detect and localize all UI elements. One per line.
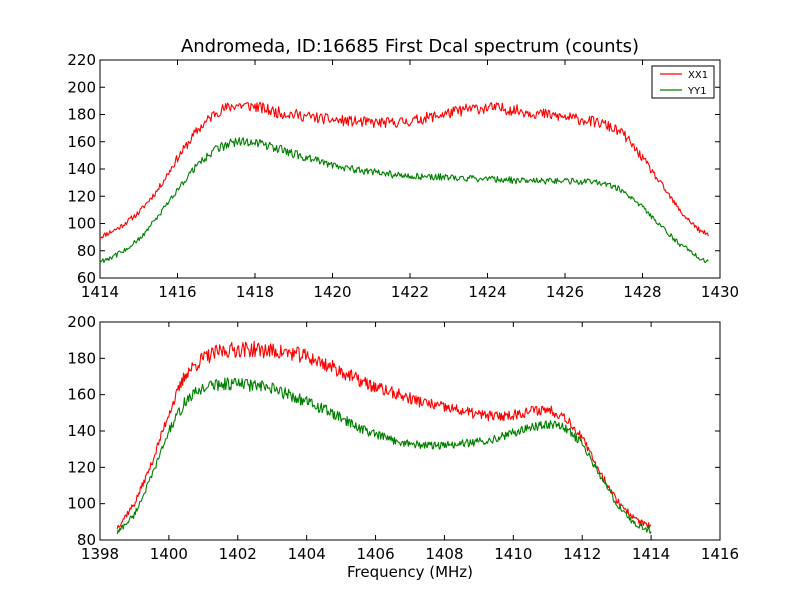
bottom-xtick-label: 1400: [150, 545, 188, 563]
bottom-axes-ticks: 1398 1400 1402 1404 1406 1408 1410 1412 1414 1416…: [67, 313, 739, 563]
bottom-xtick-label: 1416: [701, 545, 739, 563]
bottom-ytick-label: 200: [67, 313, 96, 331]
bottom-ytick-label: 160: [67, 386, 96, 404]
top-ytick-label: 100: [67, 215, 96, 233]
top-ytick-label: 220: [67, 51, 96, 69]
bottom-xtick-label: 1412: [563, 545, 601, 563]
bottom-xtick-label: 1410: [494, 545, 532, 563]
top-ytick-label: 140: [67, 160, 96, 178]
bottom-series-line-green: [116, 377, 652, 535]
top-series-line-xx1: [99, 101, 709, 239]
top-plot-lines: [99, 101, 709, 264]
legend-label-yy1: YY1: [687, 86, 707, 97]
top-series-line-yy1: [99, 137, 709, 264]
bottom-ytick-label: 100: [67, 495, 96, 513]
top-ytick-label: 60: [77, 269, 96, 287]
bottom-xtick-label: 1406: [356, 545, 394, 563]
bottom-axes-frame: [99, 321, 721, 541]
bottom-xtick-label: 1414: [632, 545, 670, 563]
top-ytick-label: 120: [67, 187, 96, 205]
top-xtick-label: 1424: [468, 283, 506, 301]
x-axis-label: Frequency (MHz): [347, 563, 473, 581]
top-xtick-label: 1428: [623, 283, 661, 301]
legend: XX1 YY1: [651, 65, 715, 99]
top-xtick-label: 1420: [313, 283, 351, 301]
bottom-ytick-label: 140: [67, 422, 96, 440]
bottom-ytick-label: 120: [67, 458, 96, 476]
top-xtick-label: 1418: [236, 283, 274, 301]
chart-title: Andromeda, ID:16685 First Dcal spectrum …: [181, 36, 639, 57]
top-axes-frame: [99, 59, 721, 279]
top-ytick-label: 200: [67, 78, 96, 96]
bottom-xtick-label: 1402: [219, 545, 257, 563]
top-xtick-label: 1416: [158, 283, 196, 301]
bottom-ytick-label: 180: [67, 349, 96, 367]
top-ytick-label: 160: [67, 133, 96, 151]
top-ytick-label: 180: [67, 106, 96, 124]
bottom-plot-lines: [116, 340, 652, 535]
top-xtick-label: 1426: [546, 283, 584, 301]
bottom-xtick-label: 1398: [81, 545, 119, 563]
top-axes-ticks: 1414 1416 1418 1420 1422 1424 1426 1428 1430 60 80…: [67, 51, 739, 301]
top-xtick-label: 1430: [701, 283, 739, 301]
bottom-series-line-red: [116, 340, 652, 529]
legend-box: [651, 65, 715, 99]
bottom-xtick-label: 1408: [425, 545, 463, 563]
top-xtick-label: 1414: [81, 283, 119, 301]
bottom-xtick-label: 1404: [288, 545, 326, 563]
top-ytick-label: 80: [77, 242, 96, 260]
top-xtick-label: 1422: [391, 283, 429, 301]
bottom-ytick-label: 80: [77, 531, 96, 549]
legend-label-xx1: XX1: [688, 70, 708, 81]
